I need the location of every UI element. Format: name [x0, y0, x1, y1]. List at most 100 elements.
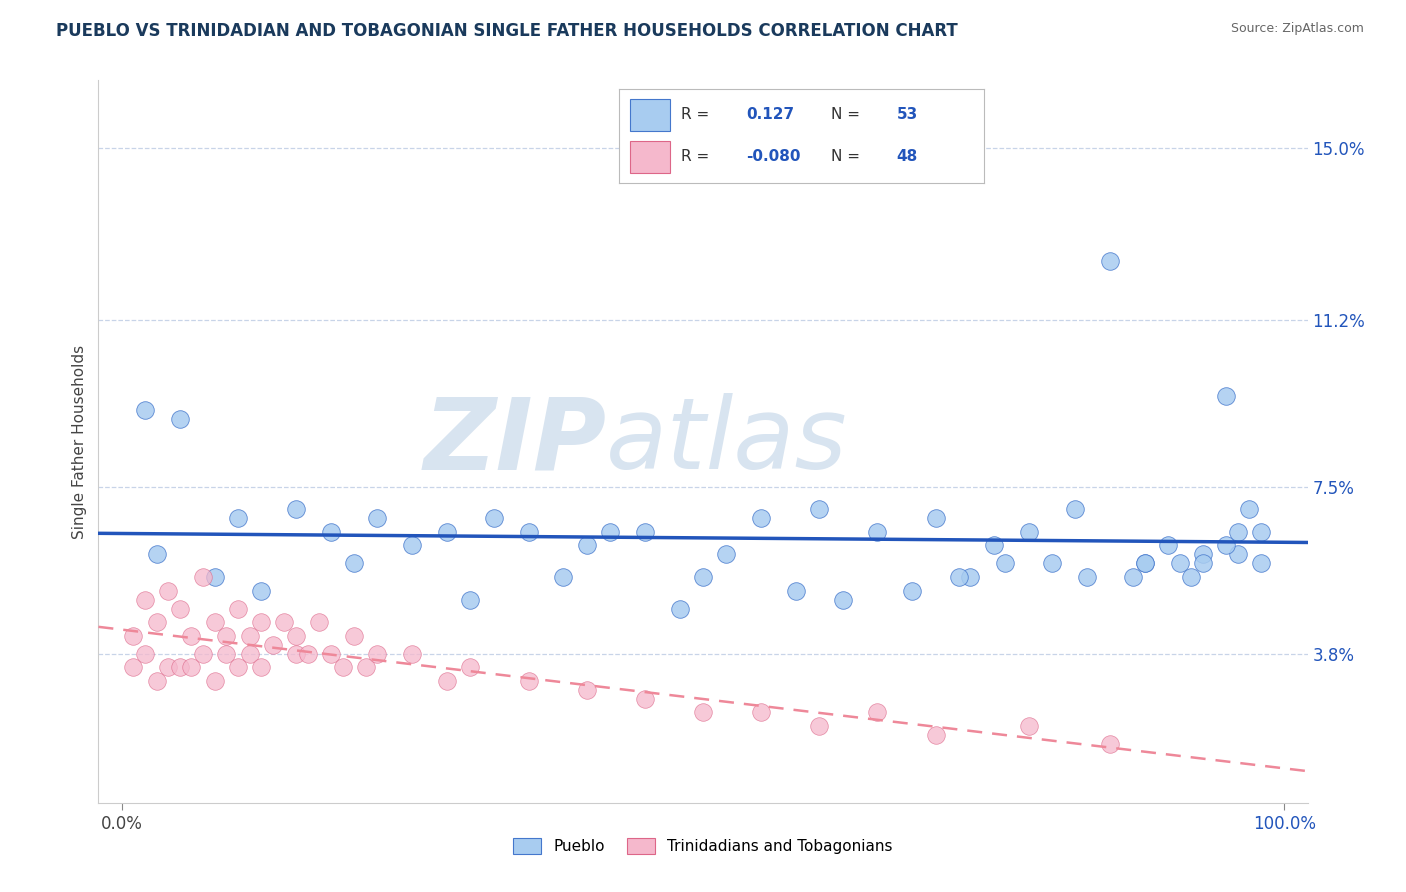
Point — [866, 524, 889, 539]
Y-axis label: Single Father Households: Single Father Households — [72, 344, 87, 539]
Point — [901, 583, 924, 598]
Point — [319, 647, 342, 661]
Text: Source: ZipAtlas.com: Source: ZipAtlas.com — [1230, 22, 1364, 36]
Point — [692, 570, 714, 584]
Point — [366, 511, 388, 525]
Point — [1168, 557, 1191, 571]
Point — [204, 673, 226, 688]
Point — [1076, 570, 1098, 584]
Point — [354, 660, 377, 674]
Point — [122, 660, 145, 674]
Point — [262, 638, 284, 652]
Point — [145, 548, 167, 562]
Text: ZIP: ZIP — [423, 393, 606, 490]
Point — [517, 524, 540, 539]
Point — [226, 511, 249, 525]
Point — [460, 660, 482, 674]
Point — [482, 511, 505, 525]
Point — [366, 647, 388, 661]
Point — [1064, 502, 1087, 516]
Point — [239, 629, 262, 643]
Text: 53: 53 — [897, 107, 918, 122]
Point — [436, 524, 458, 539]
Point — [668, 601, 690, 615]
Point — [1250, 557, 1272, 571]
Point — [924, 728, 946, 742]
Point — [157, 660, 180, 674]
Point — [983, 538, 1005, 552]
Point — [575, 682, 598, 697]
Point — [250, 583, 273, 598]
Text: R =: R = — [681, 107, 714, 122]
Point — [204, 615, 226, 630]
Point — [134, 403, 156, 417]
Point — [145, 615, 167, 630]
Text: N =: N = — [831, 107, 865, 122]
Text: -0.080: -0.080 — [747, 149, 801, 164]
Point — [1226, 548, 1249, 562]
Point — [1122, 570, 1144, 584]
Point — [169, 412, 191, 426]
Point — [634, 524, 657, 539]
Point — [1040, 557, 1063, 571]
Point — [250, 660, 273, 674]
Point — [285, 629, 308, 643]
Point — [575, 538, 598, 552]
Point — [1018, 524, 1040, 539]
Point — [785, 583, 807, 598]
Point — [239, 647, 262, 661]
Text: 0.127: 0.127 — [747, 107, 794, 122]
Point — [297, 647, 319, 661]
Point — [191, 570, 214, 584]
Point — [553, 570, 575, 584]
Text: PUEBLO VS TRINIDADIAN AND TOBAGONIAN SINGLE FATHER HOUSEHOLDS CORRELATION CHART: PUEBLO VS TRINIDADIAN AND TOBAGONIAN SIN… — [56, 22, 957, 40]
Point — [204, 570, 226, 584]
Point — [460, 592, 482, 607]
Point — [866, 706, 889, 720]
Point — [169, 660, 191, 674]
Point — [749, 511, 772, 525]
Point — [831, 592, 853, 607]
Point — [692, 706, 714, 720]
Text: R =: R = — [681, 149, 714, 164]
Point — [157, 583, 180, 598]
Point — [959, 570, 981, 584]
Point — [1133, 557, 1156, 571]
Point — [948, 570, 970, 584]
Point — [308, 615, 330, 630]
Point — [215, 629, 238, 643]
Point — [599, 524, 621, 539]
Point — [749, 706, 772, 720]
Point — [180, 660, 202, 674]
Point — [285, 502, 308, 516]
Point — [924, 511, 946, 525]
Point — [145, 673, 167, 688]
Point — [169, 601, 191, 615]
Point — [122, 629, 145, 643]
Point — [1250, 524, 1272, 539]
Legend: Pueblo, Trinidadians and Tobagonians: Pueblo, Trinidadians and Tobagonians — [508, 832, 898, 860]
Point — [1133, 557, 1156, 571]
Point — [1180, 570, 1202, 584]
Point — [517, 673, 540, 688]
Text: 48: 48 — [897, 149, 918, 164]
Point — [180, 629, 202, 643]
Point — [226, 601, 249, 615]
Text: atlas: atlas — [606, 393, 848, 490]
Point — [994, 557, 1017, 571]
Point — [401, 647, 423, 661]
Point — [1157, 538, 1180, 552]
Point — [215, 647, 238, 661]
Point — [1239, 502, 1261, 516]
Point — [319, 524, 342, 539]
Point — [1215, 538, 1237, 552]
Point — [226, 660, 249, 674]
Point — [134, 647, 156, 661]
Point — [1098, 253, 1121, 268]
Point — [343, 629, 366, 643]
Point — [634, 692, 657, 706]
Point — [134, 592, 156, 607]
Bar — [630, 141, 669, 173]
Text: N =: N = — [831, 149, 865, 164]
Point — [1215, 389, 1237, 403]
